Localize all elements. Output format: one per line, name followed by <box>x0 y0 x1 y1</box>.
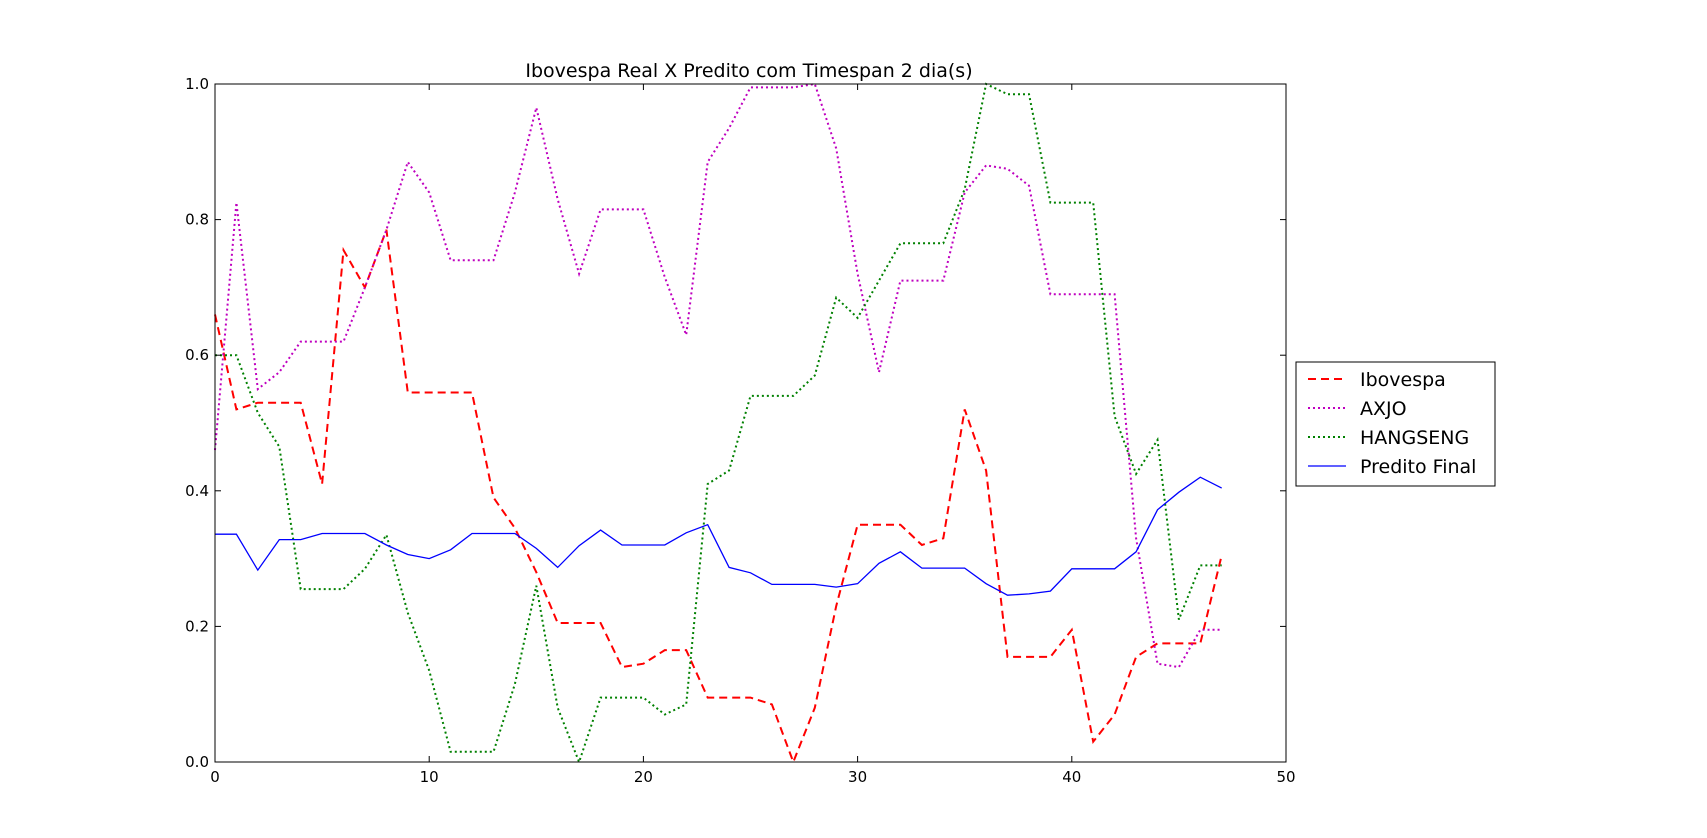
x-tick-label: 30 <box>848 768 867 786</box>
x-tick-label: 0 <box>210 768 220 786</box>
x-tick-label: 10 <box>420 768 439 786</box>
series-line-predito-final <box>215 476 1222 596</box>
x-axis: 0 10 20 30 40 50 <box>210 84 1296 786</box>
y-tick-label: 0.8 <box>185 211 209 229</box>
y-tick-label: 0.6 <box>185 346 209 364</box>
legend-label: HANGSENG <box>1360 427 1469 449</box>
x-tick-label: 50 <box>1276 768 1295 786</box>
series-line-ibovespa <box>214 229 1223 765</box>
y-tick-label: 0.0 <box>185 753 209 771</box>
series-line-axjo <box>214 82 1222 669</box>
y-tick-label: 0.4 <box>185 482 209 500</box>
x-tick-label: 40 <box>1062 768 1081 786</box>
legend-label: AXJO <box>1360 398 1407 420</box>
legend: Ibovespa AXJO HANGSENG Predito Final <box>1295 361 1496 487</box>
plot-frame <box>214 83 1287 763</box>
legend-box <box>1295 361 1496 487</box>
y-axis: 0.0 0.2 0.4 0.6 0.8 1.0 <box>185 75 1286 771</box>
legend-label: Predito Final <box>1360 456 1476 478</box>
series-layer <box>214 82 1223 765</box>
y-tick-label: 1.0 <box>185 75 209 93</box>
chart-title: Ibovespa Real X Predito com Timespan 2 d… <box>525 60 972 82</box>
legend-label: Ibovespa <box>1360 369 1446 391</box>
y-tick-label: 0.2 <box>185 617 209 635</box>
series-line-hangseng <box>215 82 1222 765</box>
x-tick-label: 20 <box>634 768 653 786</box>
